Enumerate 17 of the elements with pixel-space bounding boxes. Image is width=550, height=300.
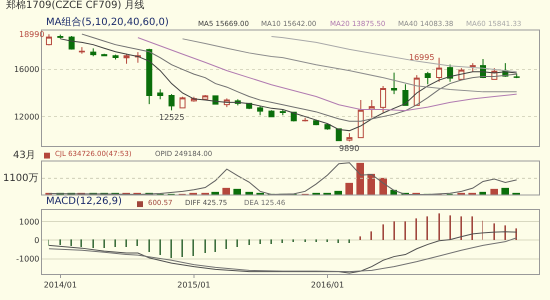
y-tick-label: -1000: [16, 254, 40, 264]
chart-title: 郑棉1709(CZCE CF709) 月线: [6, 0, 145, 11]
annotation: 18990: [19, 30, 44, 39]
annotation: 9890: [339, 144, 360, 153]
x-tick-label: 2015/01: [177, 280, 210, 290]
y-tick-label: 0: [34, 236, 40, 245]
text: 43月: [13, 150, 36, 161]
annotation: 16995: [409, 53, 434, 62]
x-tick-label: 2014/01: [44, 280, 77, 290]
ref-line-label: 1100万: [3, 173, 38, 184]
y-tick-label: 16000: [14, 65, 40, 74]
legend-title: MACD(12,26,9): [46, 196, 122, 207]
x-tick-label: 2016/01: [310, 280, 344, 290]
legend-title: MA组合(5,10,20,40,60,0): [46, 16, 169, 28]
y-tick-label: 1000: [19, 217, 40, 226]
annotation: 12525: [159, 113, 184, 122]
y-tick-label: 12000: [14, 112, 40, 122]
